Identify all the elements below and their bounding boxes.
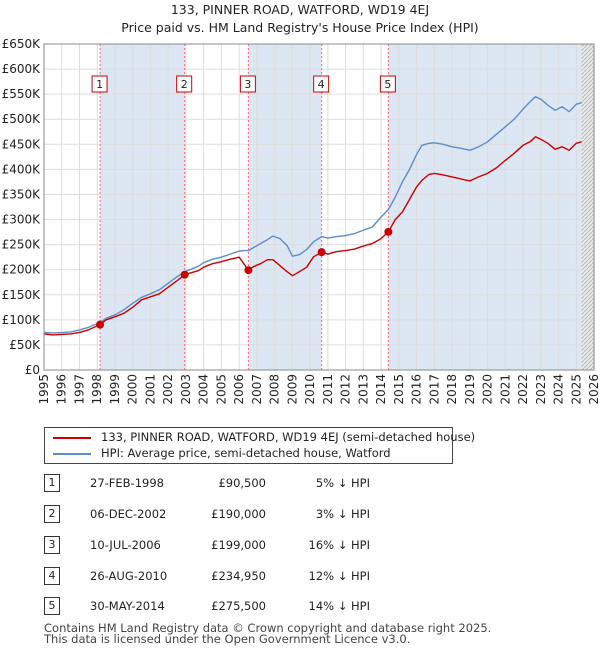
y-tick-label: £200K	[2, 263, 42, 277]
x-tick-label: 2014	[374, 374, 388, 405]
x-tick-label: 2026	[587, 374, 600, 405]
x-tick-label: 2022	[516, 374, 530, 405]
price-chart: £0 £50K £100K £150K £200K £250K £300K £350K £400…	[2, 37, 600, 405]
x-tick-label: 2013	[356, 374, 370, 405]
x-tick-label: 2005	[214, 374, 228, 405]
y-tick-label: £300K	[2, 213, 42, 227]
transaction-date: 06-DEC-2002	[90, 507, 167, 521]
legend-swatch-hpi	[53, 453, 91, 455]
legend-label-price: 133, PINNER ROAD, WATFORD, WD19 4EJ (sem…	[101, 430, 476, 444]
x-tick-label: 2025	[569, 374, 583, 405]
shaded-span	[100, 44, 185, 370]
y-tick-label: £0	[25, 363, 40, 377]
y-tick-label: £150K	[2, 288, 42, 302]
x-tick-label: 2018	[445, 374, 459, 405]
sale-marker-box	[379, 75, 396, 93]
sale-point	[244, 266, 253, 275]
y-tick-label: £550K	[2, 87, 42, 101]
x-tick-label: 2019	[463, 374, 477, 405]
x-tick-label: 1996	[55, 374, 69, 405]
x-tick-label: 2015	[392, 374, 406, 405]
sale-marker-box	[176, 75, 193, 93]
transaction-hpi-diff: 5% ↓ HPI	[315, 476, 370, 490]
chart-title: 133, PINNER ROAD, WATFORD, WD19 4EJ	[170, 2, 430, 17]
sale-point	[384, 227, 393, 236]
x-tick-label: 2023	[534, 374, 548, 405]
sale-marker-label: 1	[96, 78, 103, 91]
x-tick-label: 2001	[143, 374, 157, 405]
chart-subtitle: Price paid vs. HM Land Registry's House …	[121, 20, 479, 35]
footer-license: This data is licensed under the Open Gov…	[44, 632, 411, 646]
transaction-price: £190,000	[211, 507, 266, 521]
transaction-price: £90,500	[218, 476, 266, 490]
x-tick-label: 2010	[303, 374, 317, 405]
y-tick-label: £400K	[2, 162, 42, 176]
x-tick-label: 2008	[268, 374, 282, 405]
x-tick-label: 2011	[321, 374, 335, 405]
transaction-price: £199,000	[211, 538, 266, 552]
y-tick-label: £250K	[2, 238, 42, 252]
transaction-hpi-diff: 14% ↓ HPI	[308, 599, 370, 613]
transaction-price: £275,500	[211, 599, 266, 613]
x-tick-label: 2009	[285, 374, 299, 405]
transaction-hpi-diff: 16% ↓ HPI	[308, 538, 370, 552]
y-tick-label: £450K	[2, 137, 42, 151]
sale-marker-label: 3	[244, 78, 251, 91]
sale-marker-label: 4	[318, 78, 325, 91]
transaction-hpi-diff: 3% ↓ HPI	[315, 507, 370, 521]
sale-marker-box	[313, 75, 330, 93]
x-tick-label: 1998	[90, 374, 104, 405]
y-tick-label: £50K	[9, 338, 41, 352]
sale-point	[96, 320, 105, 329]
x-tick-label: 2016	[410, 374, 424, 405]
footer-copyright: Contains HM Land Registry data © Crown c…	[44, 621, 492, 635]
transaction-number: 2	[44, 505, 60, 523]
x-tick-label: 2000	[126, 374, 140, 405]
x-tick-label: 1995	[37, 374, 51, 405]
sale-marker-box	[239, 75, 256, 93]
x-tick-label: 2006	[232, 374, 246, 405]
hpi-line	[43, 95, 582, 334]
x-tick-label: 2020	[481, 374, 495, 405]
x-tick-label: 1999	[108, 374, 122, 405]
transaction-number: 4	[44, 567, 60, 585]
plot-border	[43, 43, 595, 371]
y-tick-label: £100K	[2, 313, 42, 327]
sale-marker-label: 5	[384, 78, 391, 91]
shaded-span	[248, 44, 322, 370]
x-tick-label: 2012	[339, 374, 353, 405]
transaction-date: 26-AUG-2010	[90, 569, 168, 583]
transaction-date: 27-FEB-1998	[90, 476, 164, 490]
y-tick-label: £650K	[2, 37, 42, 51]
sale-marker-label: 2	[181, 78, 188, 91]
y-tick-label: £600K	[2, 62, 42, 76]
future-region	[581, 44, 594, 370]
price-paid-line	[43, 136, 582, 336]
shaded-span	[388, 44, 582, 370]
x-tick-label: 2021	[498, 374, 512, 405]
x-tick-label: 2002	[161, 374, 175, 405]
transaction-number: 1	[44, 474, 60, 492]
sale-point	[180, 270, 189, 279]
legend-label-hpi: HPI: Average price, semi-detached house,…	[101, 446, 391, 460]
x-tick-label: 2004	[197, 374, 211, 405]
transaction-number: 5	[44, 597, 60, 615]
legend-swatch-price	[53, 437, 91, 439]
legend: 133, PINNER ROAD, WATFORD, WD19 4EJ (sem…	[44, 427, 475, 464]
y-tick-label: £500K	[2, 112, 42, 126]
x-tick-label: 2024	[552, 374, 566, 405]
x-tick-label: 2007	[250, 374, 264, 405]
x-tick-label: 1997	[72, 374, 86, 405]
transaction-price: £234,950	[211, 569, 266, 583]
transaction-date: 10-JUL-2006	[90, 538, 161, 552]
transaction-number: 3	[44, 536, 60, 554]
transaction-date: 30-MAY-2014	[90, 599, 165, 613]
x-tick-label: 2003	[179, 374, 193, 405]
x-tick-label: 2017	[427, 374, 441, 405]
sale-point	[317, 248, 326, 257]
y-tick-label: £350K	[2, 187, 42, 201]
sale-marker-box	[91, 75, 108, 93]
transaction-hpi-diff: 12% ↓ HPI	[308, 569, 370, 583]
